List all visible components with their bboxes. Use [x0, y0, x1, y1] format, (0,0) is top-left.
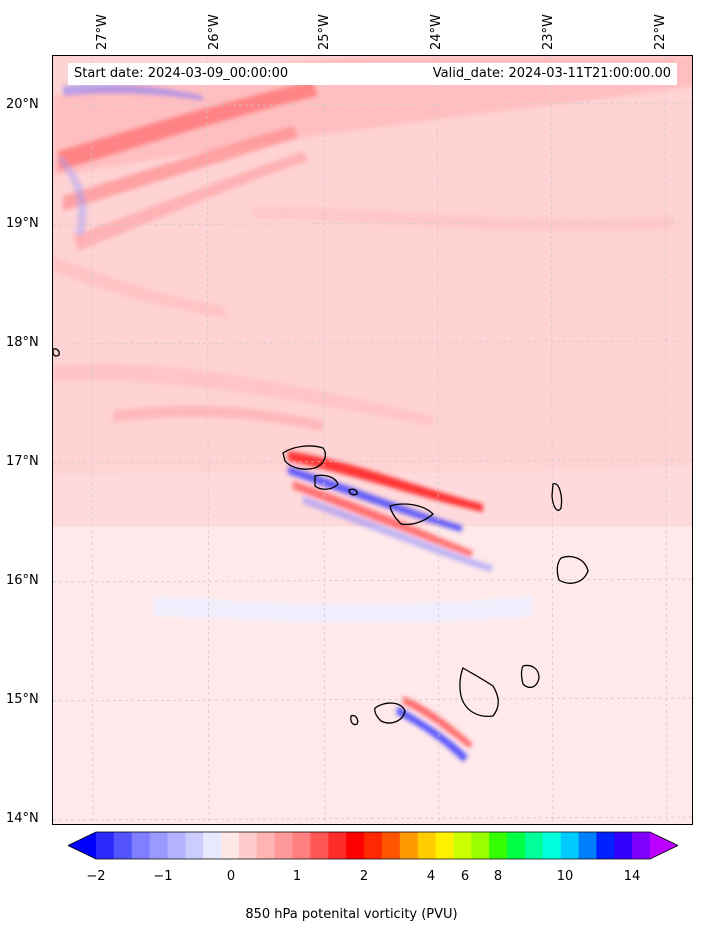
colorbar-segment — [328, 832, 347, 859]
colorbar-segment — [489, 832, 508, 859]
lon-label-27w: 27°W — [95, 14, 110, 50]
colorbar-segment — [185, 832, 204, 859]
start-date: Start date: 2024-03-09_00:00:00 — [74, 66, 289, 81]
map-panel — [52, 55, 693, 825]
colorbar-segment — [256, 832, 276, 859]
colorbar-tick: 10 — [556, 869, 574, 884]
colorbar-extend-max — [650, 832, 678, 859]
colorbar-segment — [542, 832, 562, 859]
colorbar-segment — [292, 832, 311, 859]
colorbar-tick: 6 — [460, 869, 470, 884]
colorbar-tick: −1 — [153, 869, 173, 884]
island-wakes — [153, 451, 533, 762]
colorbar-tick: 0 — [226, 869, 236, 884]
colorbar-segment — [381, 832, 401, 859]
colorbar-segment — [274, 832, 294, 859]
lon-label-22w: 22°W — [653, 14, 668, 50]
colorbar-segment — [238, 832, 258, 859]
colorbar-tick: 8 — [493, 869, 503, 884]
colorbar-segment — [203, 832, 222, 859]
colorbar-segment — [113, 832, 133, 859]
lat-label-16n: 16°N — [6, 573, 39, 588]
colorbar — [68, 831, 678, 860]
colorbar-segment — [614, 832, 633, 859]
lat-label-20n: 20°N — [6, 97, 39, 112]
colorbar-segment — [310, 832, 329, 859]
graticule — [53, 56, 692, 824]
colorbar-segment — [96, 832, 115, 859]
lat-label-19n: 19°N — [6, 216, 39, 231]
lat-label-15n: 15°N — [6, 692, 39, 707]
colorbar-segment — [435, 832, 454, 859]
colorbar-tick: 4 — [426, 869, 436, 884]
colorbar-segment — [221, 832, 240, 859]
colorbar-extend-min — [68, 832, 96, 859]
colorbar-segment — [471, 832, 490, 859]
colorbar-segment — [507, 832, 526, 859]
colorbar-segment — [364, 832, 383, 859]
northern-streaks — [53, 56, 692, 526]
lon-label-24w: 24°W — [429, 14, 444, 50]
colorbar-segment — [149, 832, 168, 859]
lon-label-23w: 23°W — [541, 14, 556, 50]
colorbar-segment — [560, 832, 580, 859]
valid-date: Valid_date: 2024-03-11T21:00:00.00 — [432, 66, 671, 81]
lat-label-17n: 17°N — [6, 454, 39, 469]
colorbar-segment — [346, 832, 365, 859]
colorbar-segment — [453, 832, 472, 859]
colorbar-segment — [417, 832, 437, 859]
colorbar-tick: 2 — [359, 869, 369, 884]
colorbar-segment — [399, 832, 419, 859]
colorbar-segment — [167, 832, 186, 859]
colorbar-segment — [131, 832, 151, 859]
lon-label-26w: 26°W — [207, 14, 222, 50]
coastlines — [53, 348, 589, 726]
date-info-box: Start date: 2024-03-09_00:00:00 Valid_da… — [68, 63, 677, 85]
colorbar-segment — [578, 832, 597, 859]
colorbar-segment — [632, 832, 651, 859]
lat-label-14n: 14°N — [6, 811, 39, 826]
lon-label-25w: 25°W — [317, 14, 332, 50]
colorbar-tick: −2 — [86, 869, 106, 884]
vorticity-field — [53, 56, 692, 824]
colorbar-segment — [524, 832, 544, 859]
colorbar-tick: 1 — [292, 869, 302, 884]
colorbar-outline — [68, 831, 678, 860]
lat-label-18n: 18°N — [6, 335, 39, 350]
colorbar-tick: 14 — [623, 869, 641, 884]
colorbar-segment — [596, 832, 615, 859]
colorbar-label: 850 hPa potenital vorticity (PVU) — [245, 907, 458, 922]
